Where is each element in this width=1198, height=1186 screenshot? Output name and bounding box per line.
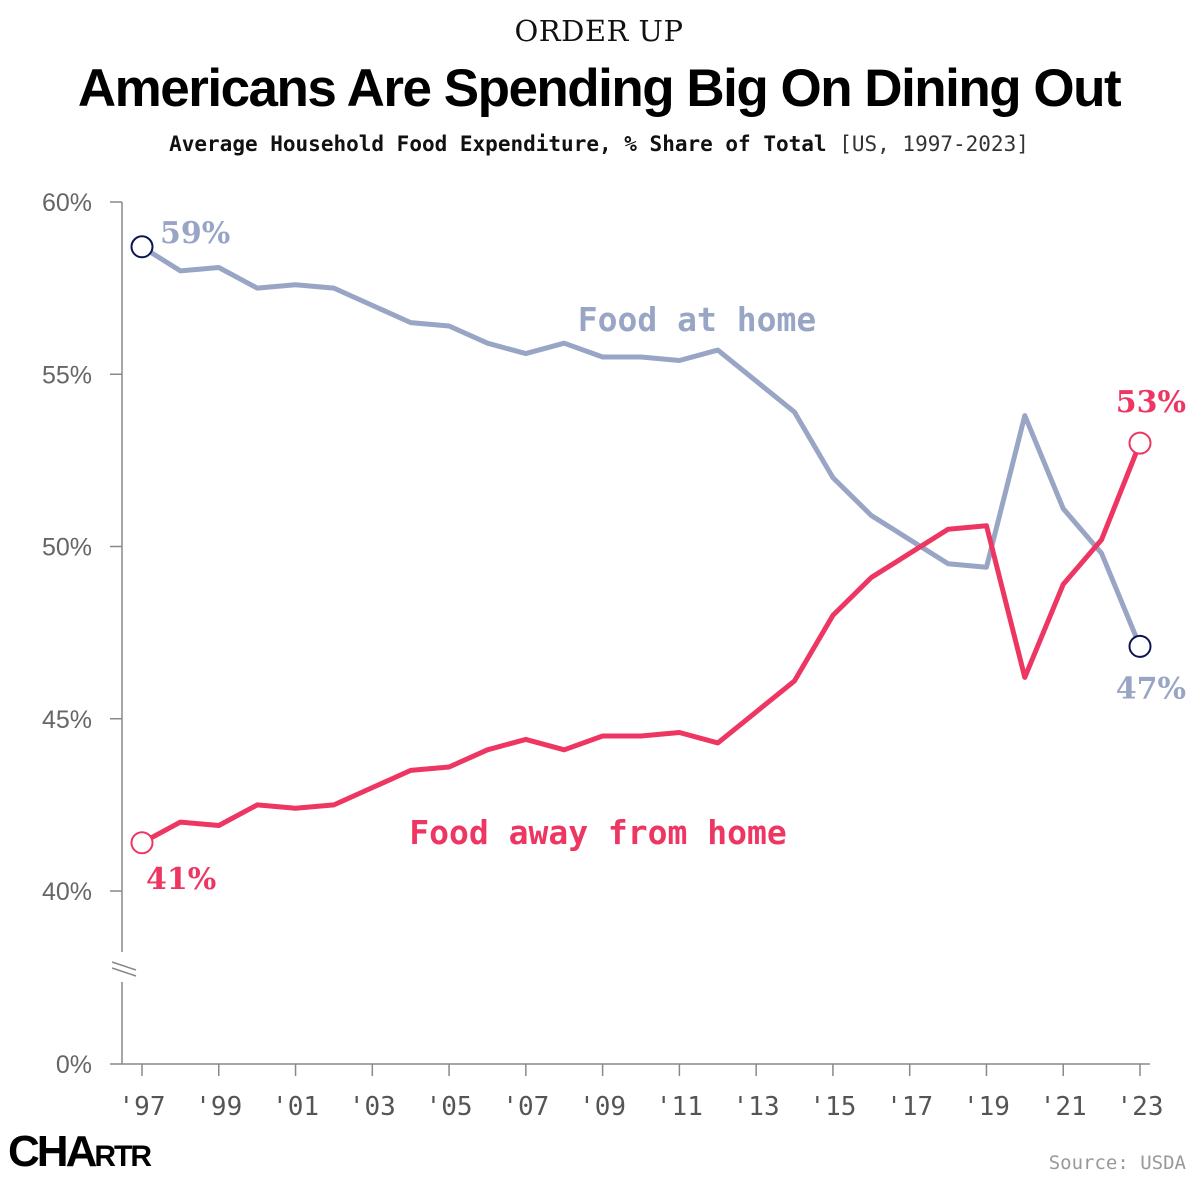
x-tick-label: '07 [502, 1092, 549, 1122]
food-away-start-label: 41% [146, 862, 216, 897]
x-tick-label: '09 [579, 1092, 626, 1122]
food-at-home-end-label: 47% [1116, 671, 1186, 706]
subtitle-range: [US, 1997-2023] [839, 132, 1029, 156]
x-tick-label: '99 [195, 1092, 242, 1122]
x-tick-label: '03 [349, 1092, 396, 1122]
x-tick-label: '13 [733, 1092, 780, 1122]
food-away-line [139, 440, 1143, 846]
chartr-logo: CHARTR [8, 1127, 152, 1176]
x-tick-label: '19 [963, 1092, 1010, 1122]
x-tick-label: '97 [119, 1092, 166, 1122]
food-away-start-marker [130, 831, 154, 855]
logo-text-ch: CH [8, 1127, 69, 1176]
x-tick-label: '21 [1040, 1092, 1087, 1122]
y-tick-label: 60% [42, 189, 92, 217]
x-tick-label: '23 [1117, 1092, 1164, 1122]
y-tick-label: 45% [42, 706, 92, 734]
x-tick-label: '17 [886, 1092, 933, 1122]
y-tick-label: 40% [42, 878, 92, 906]
x-tick-label: '11 [656, 1092, 703, 1122]
y-tick-label: 0% [56, 1051, 92, 1079]
y-tick-label: 55% [42, 361, 92, 389]
y-tick-label: 50% [42, 534, 92, 562]
source-note: Source: USDA [1048, 1152, 1186, 1174]
series-label-food-away: Food away from home [409, 813, 787, 852]
chart-kicker: ORDER UP [514, 14, 684, 48]
food-at-home-line [139, 244, 1143, 649]
logo-text-rtr: RTR [94, 1140, 152, 1173]
chart-title: Americans Are Spending Big On Dining Out [77, 59, 1122, 118]
chart-subtitle: Average Household Food Expenditure, % Sh… [0, 132, 1198, 156]
subtitle-main: Average Household Food Expenditure, % Sh… [169, 132, 827, 156]
food-away-end-label: 53% [1116, 385, 1186, 420]
x-tick-label: '01 [272, 1092, 319, 1122]
y-axis-break-mark [111, 961, 137, 971]
x-tick-label: '05 [426, 1092, 473, 1122]
series-label-food-at-home: Food at home [578, 300, 816, 339]
food-at-home-start-marker [130, 235, 154, 259]
logo-text-a: A [65, 1127, 98, 1176]
food-at-home-start-label: 59% [160, 216, 230, 251]
food-away-end-marker [1128, 431, 1152, 455]
x-tick-label: '15 [809, 1092, 856, 1122]
y-axis-break-mark [111, 967, 137, 977]
food-at-home-end-marker [1128, 634, 1152, 658]
